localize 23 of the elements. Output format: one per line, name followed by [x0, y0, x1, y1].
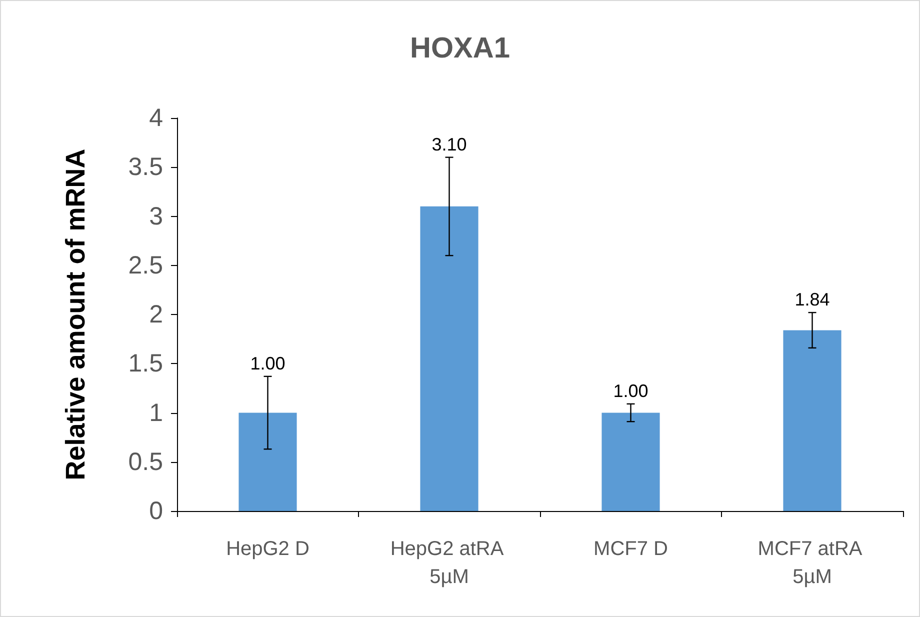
- y-tick-label: 2: [149, 300, 163, 328]
- x-tick-label: HepG2 D: [226, 538, 310, 560]
- data-label: 1.00: [250, 353, 286, 374]
- chart-title: HOXA1: [410, 32, 510, 64]
- bar: [783, 330, 842, 511]
- y-tick-label: 2.5: [128, 251, 163, 280]
- y-tick-label: 3.5: [128, 153, 163, 182]
- bar: [238, 412, 297, 511]
- y-tick-label: 0.5: [128, 448, 163, 476]
- bar: [602, 412, 660, 511]
- data-label: 1.84: [794, 290, 830, 310]
- x-tick-label: MCF7 atRA 5µM: [758, 538, 867, 588]
- y-tick-label: 3: [149, 202, 163, 230]
- y-tick-label: 4: [149, 104, 164, 132]
- data-label: 1.00: [613, 380, 648, 401]
- y-tick-label: 0: [149, 497, 163, 525]
- y-tick-label: 1.5: [128, 350, 163, 378]
- bar: [420, 206, 478, 511]
- x-tick-label: MCF7 D: [594, 538, 668, 560]
- y-tick-label: 1: [149, 398, 163, 427]
- y-axis-title: Relative amount of mRNA: [60, 148, 90, 480]
- x-tick-label: HepG2 atRA 5µM: [390, 538, 508, 588]
- data-label: 3.10: [432, 134, 467, 154]
